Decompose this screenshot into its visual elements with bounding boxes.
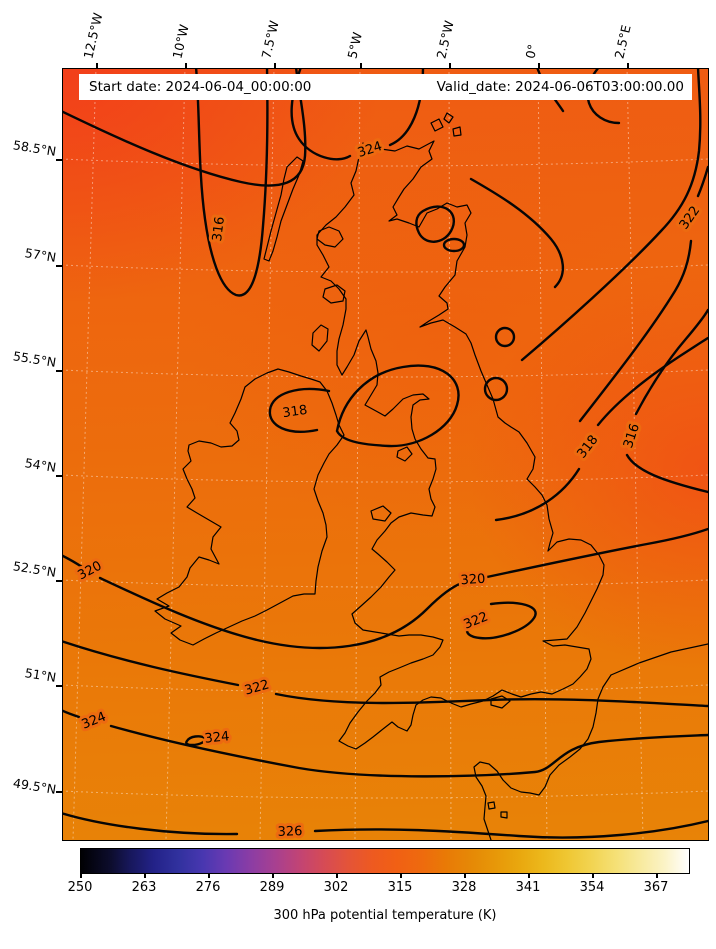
- y-axis-tick-label: 57°N: [23, 245, 58, 265]
- x-axis-tick: [627, 63, 629, 68]
- coast-france: [473, 674, 612, 840]
- x-axis-tick: [185, 63, 187, 68]
- colorbar-tick: [656, 874, 658, 878]
- graticule-grid: [63, 69, 708, 840]
- map-canvas: 316 324 322 318 318 316 320 320 322 322 …: [63, 69, 708, 840]
- contour-label: 322: [243, 677, 271, 698]
- x-axis-tick-label: 2.5°W: [433, 19, 457, 60]
- x-axis-tick-label: 2.5°E: [611, 23, 634, 60]
- coastlines: [154, 112, 708, 840]
- date-banner: Start date: 2024-06-04_00:00:00 Valid_da…: [79, 74, 692, 100]
- contour-lines: [63, 69, 708, 839]
- y-axis-tick: [56, 159, 62, 161]
- colorbar-tick: [208, 874, 210, 878]
- contour-label: 316: [621, 422, 643, 450]
- coast-ireland: [154, 368, 345, 646]
- coast-channel-islands: [487, 801, 508, 819]
- contour-label: 324: [204, 729, 230, 747]
- coast-isle-of-man: [396, 446, 413, 462]
- contour-label: 324: [356, 139, 384, 161]
- colorbar-tick: [528, 874, 530, 878]
- colorbar-tick: [592, 874, 594, 878]
- contour-label: 318: [282, 403, 309, 421]
- coast-skye: [316, 226, 344, 248]
- contour-label: 324: [80, 709, 109, 732]
- contour-label: 326: [277, 824, 302, 840]
- x-axis-tick-label: 10°W: [169, 22, 192, 60]
- y-axis-tick-label: 58.5°N: [12, 137, 58, 159]
- colorbar-tick: [272, 874, 274, 878]
- x-axis-tick: [360, 63, 362, 68]
- colorbar-tick: [464, 874, 466, 878]
- colorbar: [80, 848, 690, 874]
- contour-label: 320: [460, 572, 486, 589]
- contour-label: 316: [210, 216, 228, 242]
- colorbar-title: 300 hPa potential temperature (K): [273, 908, 497, 923]
- coast-hebrides: [263, 156, 304, 262]
- contour-label: 318: [574, 433, 601, 462]
- contour-label-group: 316 324 322 318 318 316 320 320 322 322 …: [73, 136, 707, 840]
- x-axis-tick: [274, 63, 276, 68]
- coast-great-britain: [316, 140, 605, 750]
- x-axis-tick: [538, 63, 540, 68]
- contour-label: 322: [462, 609, 491, 632]
- coast-islay: [311, 324, 329, 352]
- y-axis-tick-label: 51°N: [23, 665, 58, 685]
- colorbar-tick: [80, 874, 82, 878]
- coast-mull: [322, 284, 346, 304]
- colorbar-tick-label: 276: [195, 880, 221, 895]
- y-axis-tick-label: 54°N: [23, 455, 58, 475]
- colorbar-tick: [400, 874, 402, 878]
- x-axis-tick-label: 0°: [522, 42, 541, 60]
- start-date-text: Start date: 2024-06-04_00:00:00: [89, 79, 312, 95]
- colorbar-tick-label: 315: [387, 880, 413, 895]
- y-axis-tick: [56, 475, 62, 477]
- colorbar-tick: [144, 874, 146, 878]
- y-axis-tick: [56, 685, 62, 687]
- coast-anglesey: [370, 505, 392, 522]
- x-axis-tick: [96, 63, 98, 68]
- y-axis-tick: [56, 791, 62, 793]
- y-axis-tick: [56, 580, 62, 582]
- colorbar-tick-label: 302: [323, 880, 349, 895]
- colorbar-tick: [336, 874, 338, 878]
- colorbar-tick-label: 328: [451, 880, 477, 895]
- y-axis-tick: [56, 265, 62, 267]
- x-axis-tick: [449, 63, 451, 68]
- y-axis-tick-label: 49.5°N: [12, 775, 58, 797]
- colorbar-tick-label: 354: [579, 880, 605, 895]
- coast-belgium: [610, 643, 708, 676]
- valid-date-text: Valid_date: 2024-06-06T03:00:00.00: [436, 79, 684, 95]
- colorbar-tick-label: 341: [515, 880, 541, 895]
- y-axis-tick-label: 55.5°N: [12, 348, 58, 370]
- colorbar-tick-label: 289: [259, 880, 285, 895]
- colorbar-tick-label: 263: [131, 880, 157, 895]
- map-panel: 316 324 322 318 318 316 320 320 322 322 …: [62, 68, 709, 841]
- coast-isle-of-wight: [490, 695, 511, 709]
- x-axis-tick-label: 7.5°W: [258, 19, 282, 60]
- x-axis-tick-label: 12.5°W: [80, 11, 106, 60]
- contour-label: 320: [76, 559, 105, 584]
- x-axis-tick-label: 5°W: [344, 30, 365, 60]
- colorbar-tick-label: 367: [643, 880, 669, 895]
- colorbar-tick-label: 250: [67, 880, 93, 895]
- y-axis-tick: [56, 370, 62, 372]
- y-axis-tick-label: 52.5°N: [12, 558, 58, 580]
- coast-orkney: [430, 112, 462, 137]
